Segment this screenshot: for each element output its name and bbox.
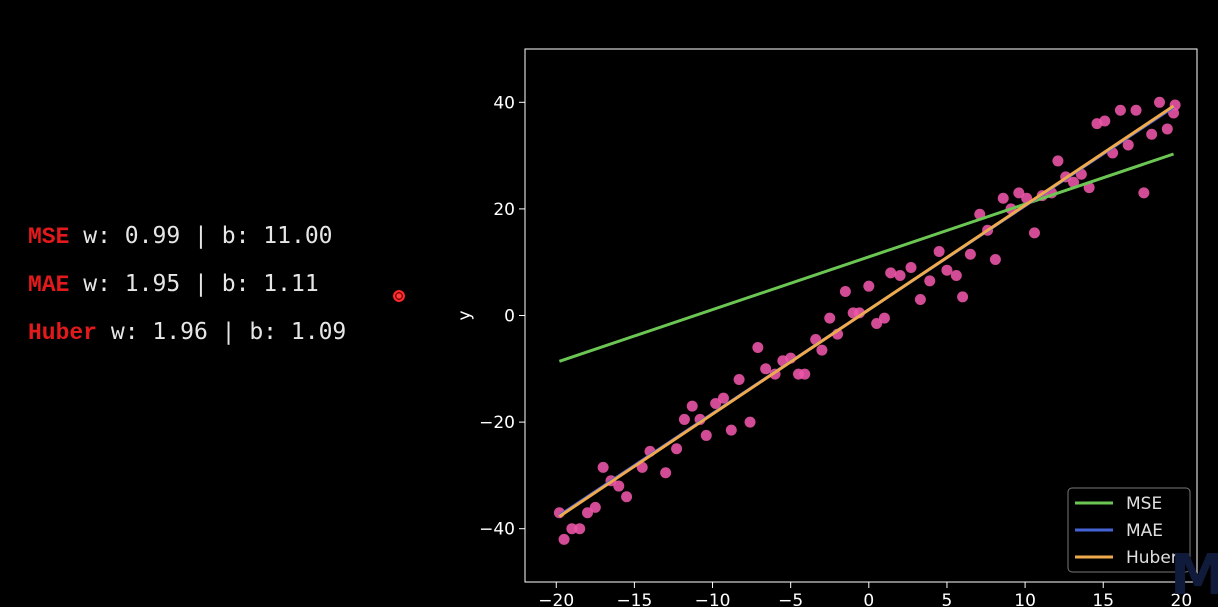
y-tick-label: −20 [479,413,515,433]
data-point [621,491,633,503]
x-tick-label: −20 [538,591,574,607]
mae-result-row: MAE w: 1.95 | b: 1.11 [28,268,346,316]
data-point [1052,155,1064,167]
data-point [1068,176,1080,188]
data-point [933,246,945,258]
data-point [582,507,594,519]
x-tick-label: 10 [1014,591,1036,607]
data-point [905,262,917,274]
mae-label: MAE [28,272,70,298]
x-tick-label: −5 [778,591,803,607]
data-point [1122,139,1134,151]
data-point [717,392,729,404]
mse-fit-line [558,152,1175,363]
huber-result-row: Huber w: 1.96 | b: 1.09 [28,316,346,364]
data-point [957,291,969,303]
fit-results-panel: MSE w: 0.99 | b: 11.00 MAE w: 1.95 | b: … [28,220,346,364]
data-point [964,248,976,260]
data-point [678,413,690,425]
data-point [863,280,875,292]
mse-result-row: MSE w: 0.99 | b: 11.00 [28,220,346,268]
x-tick-label: −15 [616,591,652,607]
x-tick-label: 5 [942,591,953,607]
data-point [824,312,836,324]
y-tick-label: 0 [504,307,515,327]
data-point [589,501,601,513]
data-point [558,533,570,545]
data-point [924,275,936,287]
data-point [700,429,712,441]
data-point [725,424,737,436]
watermark-logo: M [1170,543,1218,607]
mse-params: w: 0.99 | b: 11.00 [69,223,333,249]
data-point [574,523,586,535]
y-axis: −40 −20 0 20 40 [479,93,525,540]
x-tick-label: 0 [863,591,874,607]
legend-label-huber: Huber [1126,548,1178,568]
data-point [1161,123,1173,135]
data-point [914,294,926,306]
data-point [941,264,953,276]
data-point [1099,115,1111,127]
data-point [894,270,906,282]
data-point [1013,187,1025,199]
data-point [1028,227,1040,239]
data-point [885,267,897,279]
mse-label: MSE [28,224,70,250]
data-point [950,270,962,282]
y-tick-label: −40 [479,520,515,540]
data-point [660,467,672,479]
huber-params: w: 1.96 | b: 1.09 [97,319,347,345]
data-point [1153,96,1165,108]
data-point [760,363,772,375]
data-point [989,254,1001,266]
data-points [553,96,1181,545]
data-point [878,312,890,324]
data-point [871,317,883,329]
data-point [839,286,851,298]
x-tick-label: 20 [1171,591,1193,607]
data-point [686,400,698,412]
y-axis-label: y [455,310,475,320]
mae-params: w: 1.95 | b: 1.11 [69,271,319,297]
data-point [744,416,756,428]
data-point [1146,128,1158,140]
data-point [733,373,745,385]
data-point [1130,104,1142,116]
mouse-cursor-icon [393,290,405,302]
y-tick-label: 20 [493,200,515,220]
legend-label-mse: MSE [1126,494,1162,514]
data-point [1114,104,1126,116]
x-tick-label: 15 [1092,591,1114,607]
x-tick-label: −10 [695,591,731,607]
legend-box [1067,487,1191,573]
data-point [997,192,1009,204]
y-tick-label: 40 [493,93,515,113]
data-point [566,523,578,535]
data-point [816,344,828,356]
legend: MSE MAE Huber [1067,487,1191,573]
legend-label-mae: MAE [1126,521,1163,541]
data-point [597,461,609,473]
data-point [671,443,683,455]
data-point [1138,187,1150,199]
huber-label: Huber [28,320,98,346]
x-axis: −20 −15 −10 −5 0 5 10 15 20 [538,582,1192,607]
data-point [752,341,764,353]
data-point [799,368,811,380]
huber-fit-line [558,104,1175,518]
fit-lines [558,104,1175,518]
data-point [710,397,722,409]
data-point [613,480,625,492]
